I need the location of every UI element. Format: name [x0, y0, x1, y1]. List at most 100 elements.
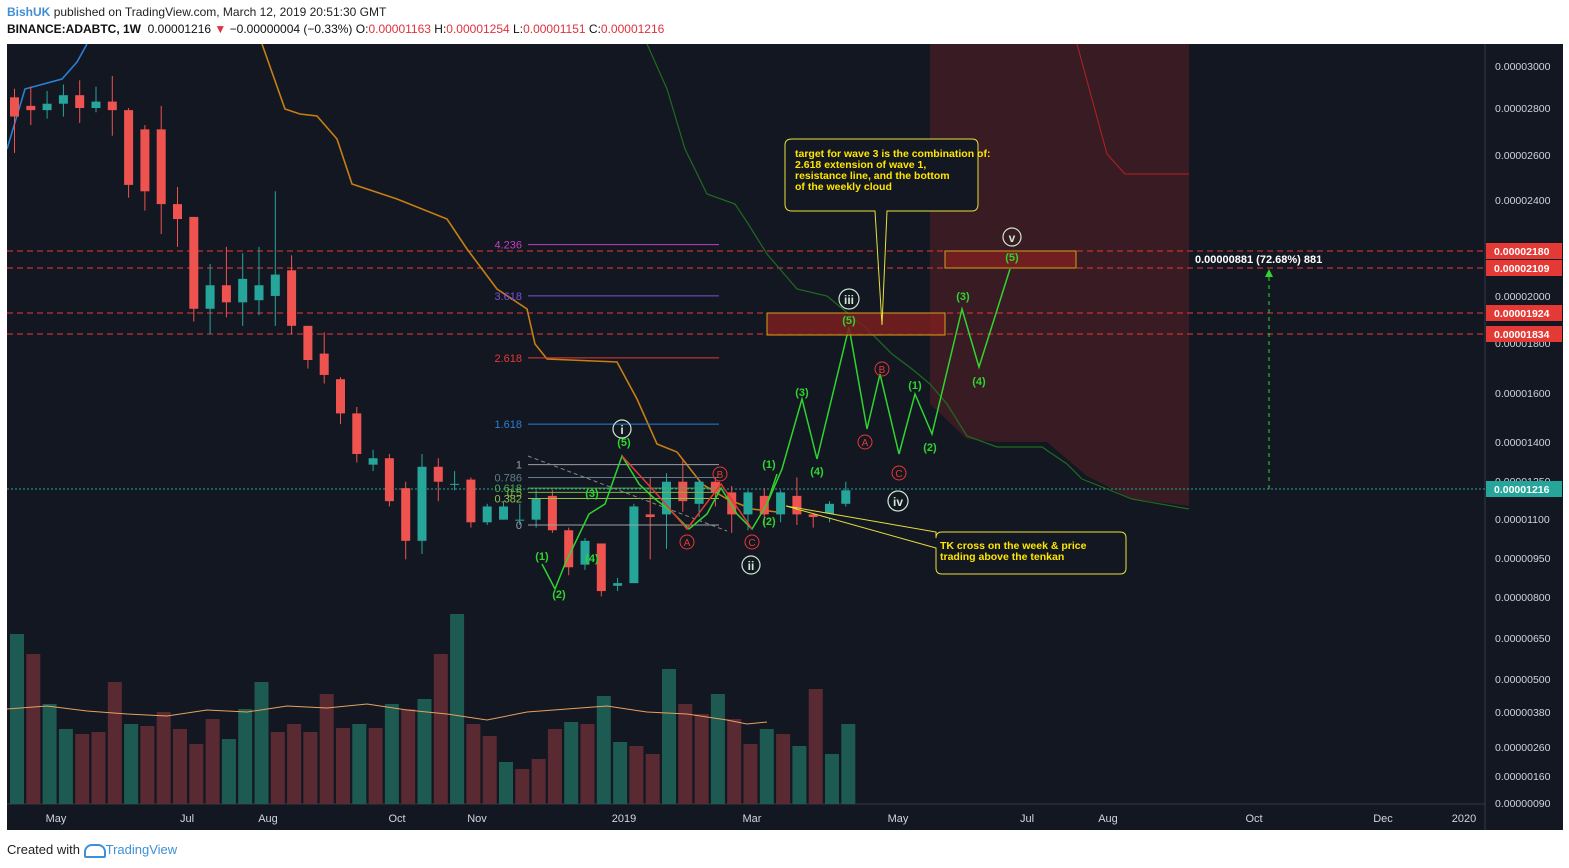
price-tick: 0.00000380: [1495, 707, 1551, 719]
wave-label-1: (1): [535, 551, 549, 563]
wave-label-1c: (1): [908, 380, 922, 392]
volume-bar: [450, 614, 465, 804]
wave-label-2: (2): [552, 589, 566, 601]
ichimoku-cloud: [930, 44, 1189, 506]
candle-body: [352, 413, 362, 454]
time-tick: May: [46, 813, 67, 825]
tk-cross-callout[interactable]: TK cross on the week & price trading abov…: [785, 505, 1127, 575]
volume-bar: [91, 732, 106, 804]
volume-bar: [352, 724, 367, 804]
symbol-line: BINANCE:ADABTC, 1W 0.00001216 ▼ −0.00000…: [7, 22, 664, 36]
wave-labels: (1) (2) (3) (4) (5) (1) (2) (3) (4) (5) …: [535, 252, 1019, 601]
candle-body: [743, 492, 753, 515]
candle-body: [303, 325, 313, 361]
volume-bar: [401, 709, 416, 804]
wave-label-5: (5): [617, 437, 631, 449]
wave-iv-label: iv: [893, 495, 903, 509]
candle-body: [499, 506, 508, 520]
candle-body: [710, 481, 720, 493]
volume-bar: [678, 704, 693, 804]
label-B2: B: [879, 365, 886, 376]
ohlc-close-label: C:: [588, 22, 601, 36]
target-callout[interactable]: target for wave 3 is the combination of:…: [784, 138, 990, 326]
volume-bar: [531, 759, 546, 804]
price-tick: 0.00002400: [1495, 195, 1551, 207]
wave-label-2b: (2): [762, 516, 776, 528]
symbol-label: BINANCE:ADABTC, 1W: [7, 22, 141, 36]
volume-bar: [254, 682, 269, 804]
volume-bar: [694, 714, 709, 804]
price-highlight-box: [1486, 305, 1562, 321]
candle-body: [26, 105, 36, 111]
label-A2: A: [862, 438, 869, 449]
volume-bar: [270, 732, 285, 804]
price-tick: 0.00000950: [1495, 553, 1551, 565]
target-zone-wave-v[interactable]: [944, 250, 1077, 269]
ohlc-open-value: 0.00001163: [368, 22, 431, 36]
label-A1: A: [684, 538, 691, 549]
volume-bar: [287, 724, 302, 804]
price-change: −0.00000004 (−0.33%): [229, 22, 353, 36]
candle-body: [319, 353, 329, 375]
time-tick: May: [888, 813, 909, 825]
fib-label: 1: [516, 460, 522, 472]
volume-bar: [515, 769, 530, 804]
candle-body: [189, 216, 199, 309]
candle-body: [75, 95, 85, 108]
candle-body: [205, 285, 215, 309]
price-highlight-label: 0.00001216: [1494, 484, 1550, 496]
price-tick: 0.00000160: [1495, 771, 1551, 783]
candle-body: [580, 540, 590, 565]
volume-bar: [417, 699, 432, 804]
author-link[interactable]: BishUK: [7, 5, 51, 19]
candle-body: [287, 270, 297, 326]
volume-bar: [662, 669, 676, 804]
volume-bar: [10, 634, 24, 804]
volume-bar: [238, 709, 253, 804]
fib-label: 0.618: [494, 483, 522, 495]
volume-bar: [613, 742, 628, 804]
volume-bar: [743, 744, 758, 804]
last-price: 0.00001216: [147, 22, 212, 36]
volume-bar: [26, 654, 41, 804]
target-zone-wave-iii[interactable]: [766, 312, 946, 336]
ohlc-low-label: L:: [513, 22, 524, 36]
price-tick: 0.00000500: [1495, 674, 1551, 686]
time-tick: Oct: [1245, 813, 1262, 825]
candle-body: [140, 129, 150, 192]
volume-bar: [759, 729, 774, 804]
volume-bar: [499, 762, 513, 804]
ohlc-close-value: 0.00001216: [600, 22, 665, 36]
chart-header: BishUK published on TradingView.com, Mar…: [0, 0, 1569, 44]
volume-bar: [368, 728, 383, 804]
wave-label-3b: (3): [795, 387, 809, 399]
price-tick: 0.00000260: [1495, 742, 1551, 754]
label-C1: C: [748, 538, 755, 549]
candle-body: [336, 379, 345, 414]
correction-labels: A B C A B C: [679, 361, 907, 550]
volume-bar: [140, 726, 155, 804]
volume-bar: [189, 744, 204, 804]
candles-group: [10, 75, 851, 597]
time-axis[interactable]: May Jul Aug Oct Nov 2019 Mar May Jul Aug Oct Dec 202…: [46, 813, 1477, 825]
candle-body: [107, 101, 117, 111]
tradingview-link[interactable]: TradingView: [105, 842, 178, 857]
chart-area[interactable]: 4.236 3.618 2.618 1.618 1 0.786 0.618 0.5 0.382 0…: [6, 43, 1563, 830]
senkou-span-b: [1076, 43, 1189, 175]
wave-label-5c: (5): [1005, 252, 1019, 264]
volume-bar: [825, 754, 839, 804]
lagging-span: [646, 43, 1190, 510]
price-tick: 0.00002000: [1495, 291, 1551, 303]
price-axis[interactable]: 0.00003000 0.00002800 0.00002600 0.00002400…: [1495, 61, 1551, 810]
price-highlight-label: 0.00001924: [1494, 308, 1550, 320]
fib-label: 0: [516, 520, 522, 532]
price-tick: 0.00002800: [1495, 103, 1551, 115]
wave-label-3: (3): [585, 488, 599, 500]
wave-i-label: i: [620, 423, 623, 437]
measure-label: 0.00000881 (72.68%) 881: [1195, 254, 1322, 266]
target-callout-text: target for wave 3 is the combination of:…: [795, 148, 990, 193]
candle-body: [613, 583, 623, 586]
candle-body: [221, 285, 231, 303]
